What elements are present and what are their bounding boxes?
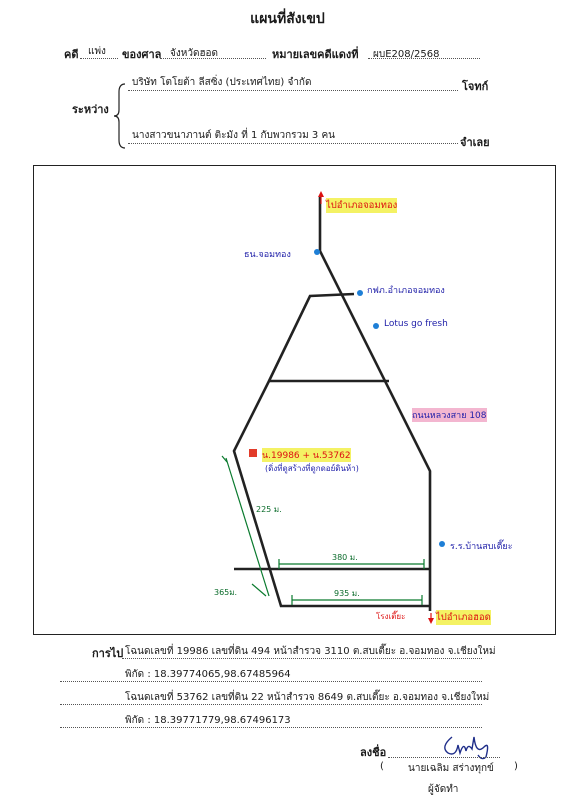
- south-direction-label: ไปอำเภอฮอด: [436, 610, 491, 625]
- dotted-line: [128, 143, 458, 144]
- dotted-line: [388, 757, 500, 758]
- signer-role: ผู้จัดทำ: [428, 784, 459, 795]
- dotted-line: [122, 658, 482, 659]
- plaintiff-name: บริษัท โตโยต้า ลีสซิ่ง (ประเทศไทย) จำกัด: [132, 77, 312, 88]
- school-marker: [439, 541, 445, 547]
- court-name: จังหวัดฮอด: [170, 48, 219, 59]
- signer-name: นายเฉลิม สร่างทุกข์: [408, 763, 494, 774]
- lotus-marker: [373, 323, 379, 329]
- case-number: ผบE208/2568: [373, 49, 440, 60]
- north-direction-label: ไปอำเภอจอมทอง: [326, 198, 398, 213]
- between-label: ระหว่าง: [72, 103, 109, 116]
- coordinates-1: พิกัด : 18.39774065,98.67485964: [125, 669, 291, 680]
- deed-1: โฉนดเลขที่ 19986 เลขที่ดิน 494 หน้าสำรวจ…: [125, 646, 496, 657]
- bank-marker: [314, 249, 320, 255]
- document-title: แผนที่สังเขป: [250, 11, 325, 27]
- case-number-label: หมายเลขคดีแดงที่: [272, 48, 359, 61]
- dotted-line: [128, 90, 458, 91]
- main-road: [318, 196, 432, 611]
- electric-marker: [357, 290, 363, 296]
- defendant-name: นางสาวขนาภานต์ ติะมัง ที่ 1 กับพวกรวม 3 …: [132, 130, 335, 141]
- lotus-label: Lotus go fresh: [384, 319, 448, 329]
- signature-label: ลงชื่อ: [360, 746, 387, 759]
- directions-label: การไป: [92, 647, 124, 660]
- plot-note: (ดิ่งที่ดูสร้างที่ดูกดอย์ดินห้า): [265, 464, 359, 473]
- open-paren: (: [380, 761, 384, 772]
- deed-2: โฉนดเลขที่ 53762 เลขที่ดิน 22 หน้าสำรวจ …: [125, 692, 490, 703]
- dotted-line: [160, 58, 266, 59]
- plot-label: น.19986 + น.53762: [262, 448, 351, 462]
- dotted-line: [60, 727, 482, 728]
- dotted-line: [60, 704, 482, 705]
- bank-label: ธน.จอมทอง: [244, 250, 291, 260]
- map-drawing: [221, 191, 445, 624]
- distance-middle: 380 ม.: [332, 553, 358, 562]
- market-label: โรงเตี๊ยะ: [376, 612, 406, 621]
- distance-left-lower: 365ม.: [214, 588, 238, 597]
- school-label: ร.ร.บ้านสบเตี๊ยะ: [450, 542, 513, 552]
- brace-icon: [113, 83, 126, 149]
- case-type: แพ่ง: [88, 46, 106, 57]
- measure-line: [225, 457, 270, 597]
- court-label: ของศาล: [122, 48, 162, 61]
- dotted-line: [368, 58, 480, 59]
- coordinates-2: พิกัด : 18.39771779,98.67496173: [125, 715, 291, 726]
- defendant-role: จำเลย: [460, 136, 490, 149]
- case-label: คดี: [64, 48, 79, 61]
- side-road: [232, 292, 430, 608]
- signature-mark: [444, 736, 489, 760]
- highway-label: ถนนหลวงสาย 108: [412, 408, 487, 422]
- dotted-line: [60, 681, 482, 682]
- electric-office-label: กฟภ.อำเภอจอมทอง: [367, 286, 445, 296]
- close-paren: ): [514, 761, 518, 772]
- plaintiff-role: โจทก์: [462, 80, 489, 93]
- sketch-map: ไปอำเภอจอมทอง ธน.จอมทอง กฟภ.อำเภอจอมทอง …: [33, 165, 556, 635]
- distance-left-upper: 225 ม.: [256, 505, 282, 514]
- dotted-line: [80, 58, 118, 59]
- plot-marker: [249, 449, 257, 457]
- distance-bottom: 935 ม.: [334, 589, 360, 598]
